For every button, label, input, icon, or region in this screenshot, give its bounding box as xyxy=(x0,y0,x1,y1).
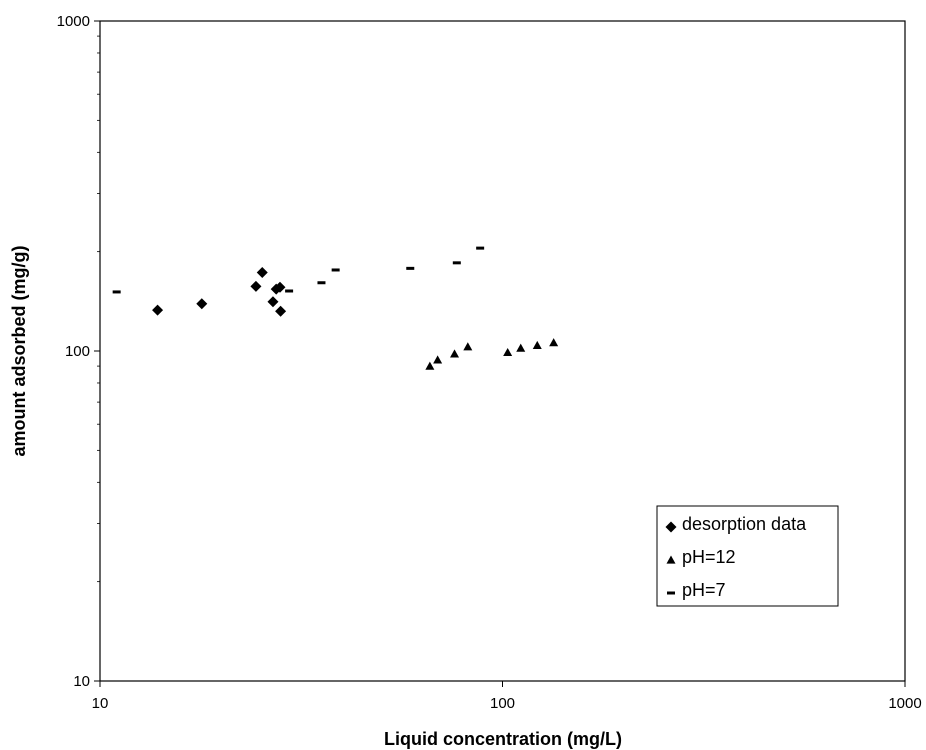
legend-box xyxy=(656,505,839,607)
legend-marker-diamond xyxy=(665,521,677,533)
data-points xyxy=(112,246,559,370)
y-tick-label: 10 xyxy=(73,673,90,690)
y-axis-title: amount adsorbed (mg/g) xyxy=(9,245,29,456)
series-diamond xyxy=(152,266,287,317)
data-point-diamond xyxy=(250,280,262,292)
y-tick-label: 1000 xyxy=(57,13,90,30)
data-point-dash xyxy=(406,266,415,270)
data-point-diamond xyxy=(152,304,164,316)
legend-label: desorption data xyxy=(682,514,807,534)
x-tick-label: 1000 xyxy=(888,695,921,712)
series-dash xyxy=(112,246,485,294)
legend-label: pH=7 xyxy=(682,580,726,600)
data-point-diamond xyxy=(196,298,208,310)
data-point-diamond xyxy=(267,296,279,308)
data-point-dash xyxy=(317,281,326,285)
data-point-triangle xyxy=(516,343,526,352)
legend-marker-dash xyxy=(667,591,675,595)
data-point-diamond xyxy=(256,266,268,278)
x-tick-label: 10 xyxy=(92,695,109,712)
data-point-triangle xyxy=(549,338,559,347)
y-axis: 10 100 1000 xyxy=(57,13,100,690)
data-point-triangle xyxy=(425,361,435,370)
x-axis: 10 100 1000 xyxy=(92,681,922,712)
legend: desorption data pH=12 pH=7 xyxy=(656,505,839,607)
data-point-dash xyxy=(331,268,340,272)
data-point-triangle xyxy=(450,349,460,358)
data-point-dash xyxy=(452,261,461,265)
x-tick-label: 100 xyxy=(490,695,515,712)
data-point-triangle xyxy=(503,347,513,357)
data-point-dash xyxy=(476,246,485,250)
data-point-diamond xyxy=(275,305,287,317)
series-triangle xyxy=(425,338,559,370)
data-point-triangle xyxy=(532,340,542,349)
data-point-triangle xyxy=(433,355,443,364)
data-point-diamond xyxy=(274,281,286,293)
y-tick-label: 100 xyxy=(65,343,90,360)
legend-marker-triangle xyxy=(666,555,676,564)
data-point-triangle xyxy=(463,342,473,351)
data-point-dash xyxy=(112,290,121,294)
data-point-dash xyxy=(285,289,294,293)
legend-label: pH=12 xyxy=(682,547,736,567)
x-axis-title: Liquid concentration (mg/L) xyxy=(384,729,622,749)
